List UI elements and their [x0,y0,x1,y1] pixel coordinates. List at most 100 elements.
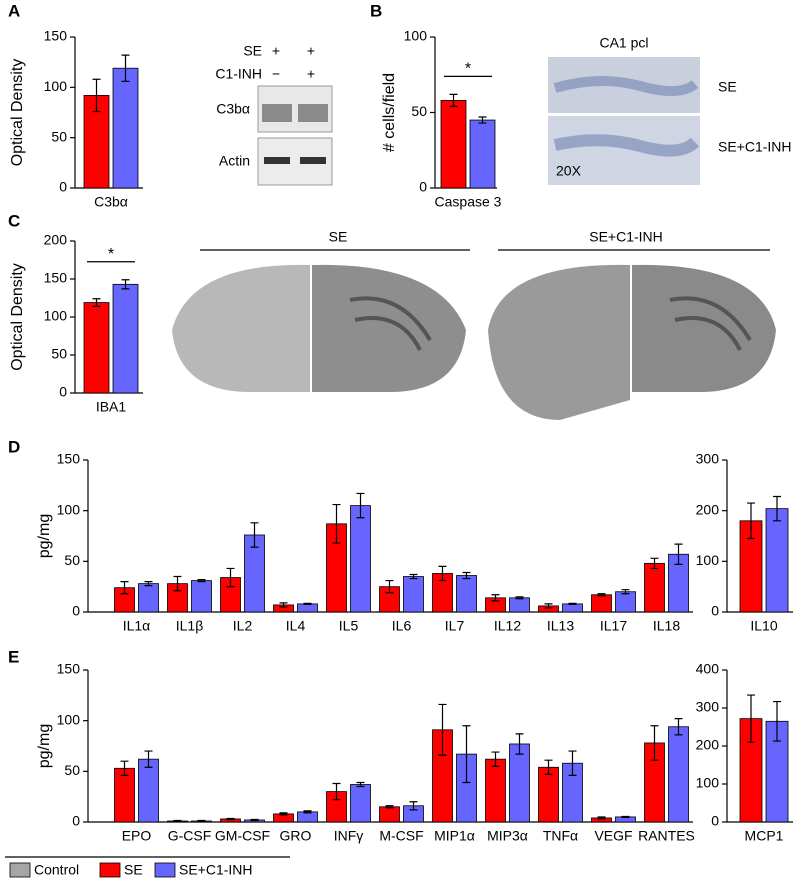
bar [644,562,665,613]
bar [591,594,612,613]
bar [112,283,139,394]
bar [83,302,110,394]
brain-texture [349,296,432,351]
x-tick-label: IL12 [494,618,521,634]
x-tick-label: TNFα [543,828,578,844]
error-bar [449,93,458,108]
error-bar [409,801,418,811]
error-bar [197,578,206,583]
error-bar [409,573,418,580]
x-tick-label: INFγ [334,828,364,844]
error-bar [747,694,755,743]
panel-letter: E [8,647,19,666]
bar [615,591,636,613]
error-bar [173,819,182,823]
bar [403,576,424,613]
legend-label: SE [124,862,143,878]
error-bar [544,603,553,609]
error-bar [120,581,129,595]
blot-condition: SE [243,43,262,59]
y-tick-label: 150 [57,661,81,677]
error-bar [120,760,129,776]
blot-band [298,104,328,122]
panel-letter: C [8,211,20,230]
legend-swatch [99,862,121,878]
error-bar [385,805,394,809]
panel-letter: B [370,1,382,20]
y-axis-label: pg/mg [36,724,53,768]
y-tick-label: 0 [59,384,67,400]
bar [456,575,477,613]
y-tick-label: 0 [72,813,80,829]
error-bar [621,589,630,595]
x-tick-label: IL7 [445,618,465,634]
error-bar [250,522,259,548]
x-tick-label: C3bα [94,194,128,210]
error-bar [332,782,341,801]
y-tick-label: 300 [696,699,720,715]
brain-texture [669,296,752,351]
brain-group: SE [329,229,348,245]
brain-group: SE+C1-INH [589,229,663,245]
bar [297,603,318,613]
y-tick-label: 50 [64,762,80,778]
x-tick-label: IL6 [392,618,412,634]
blot-sign: − [272,66,280,82]
panel-letter: A [8,1,20,20]
error-bar [478,116,487,124]
blot-sign: + [272,43,280,59]
y-tick-label: 100 [57,711,81,727]
x-tick-label: IL4 [286,618,306,634]
error-bar [462,725,471,784]
y-tick-label: 400 [696,661,720,677]
y-tick-label: 100 [44,78,68,94]
y-axis-label: Optical Density [9,263,26,371]
x-tick-label: IL13 [547,618,574,634]
bar [668,726,689,823]
x-tick-label: Caspase 3 [435,194,502,210]
x-tick-label: M-CSF [379,828,423,844]
y-tick-label: 150 [44,28,68,44]
x-tick-label: MCP1 [745,828,784,844]
error-bar [332,503,341,544]
y-tick-label: 0 [419,179,427,195]
y-tick-label: 100 [44,308,68,324]
bar [485,758,506,823]
blot-label: Actin [219,153,250,169]
error-bar [121,279,130,290]
error-bar [773,700,781,742]
error-bar [491,751,500,767]
error-bar [303,602,312,605]
error-bar [515,596,524,600]
y-tick-label: 50 [64,552,80,568]
bar [379,806,400,823]
blot-sign: + [307,66,315,82]
x-tick-label: RANTES [638,828,695,844]
blot-band [262,104,292,122]
bar [765,508,789,613]
y-tick-label: 100 [57,501,81,517]
brain-section [488,264,630,420]
y-axis-label: pg/mg [36,514,53,558]
error-bar [544,759,553,775]
bar [440,100,467,189]
error-bar [121,54,130,82]
blot-band [300,157,326,164]
y-tick-label: 100 [696,552,720,568]
legend-swatch [9,862,31,878]
error-bar [462,571,471,580]
y-tick-label: 300 [696,451,720,467]
y-tick-label: 200 [44,232,68,248]
error-bar [674,543,683,565]
error-bar [650,557,659,570]
error-bar [250,818,259,822]
error-bar [356,492,365,519]
micrograph-texture [553,76,699,96]
y-tick-label: 0 [711,603,719,619]
x-tick-label: G-CSF [168,828,212,844]
error-bar [621,815,630,819]
error-bar [515,733,524,755]
y-tick-label: 100 [696,775,720,791]
error-bar [773,495,781,522]
